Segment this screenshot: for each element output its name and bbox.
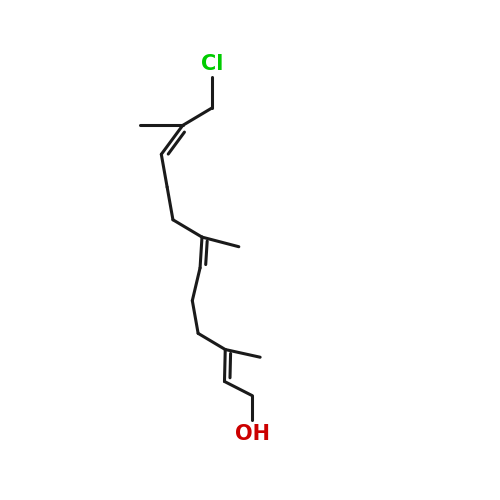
Text: Cl: Cl	[200, 54, 223, 74]
Text: OH: OH	[235, 424, 270, 444]
